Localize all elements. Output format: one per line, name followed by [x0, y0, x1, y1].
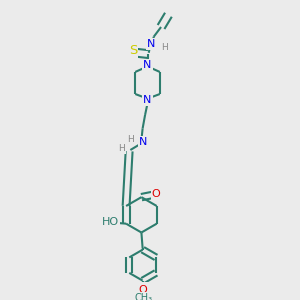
- Text: N: N: [138, 137, 147, 147]
- Text: S: S: [129, 44, 137, 57]
- Text: H: H: [118, 144, 125, 153]
- Text: H: H: [128, 135, 134, 144]
- Text: O: O: [152, 189, 161, 199]
- Text: CH₃: CH₃: [135, 293, 153, 300]
- Text: H: H: [161, 43, 168, 52]
- Text: N: N: [143, 95, 152, 105]
- Text: HO: HO: [102, 218, 119, 227]
- Text: N: N: [143, 60, 152, 70]
- Text: N: N: [147, 39, 155, 49]
- Text: O: O: [138, 285, 147, 295]
